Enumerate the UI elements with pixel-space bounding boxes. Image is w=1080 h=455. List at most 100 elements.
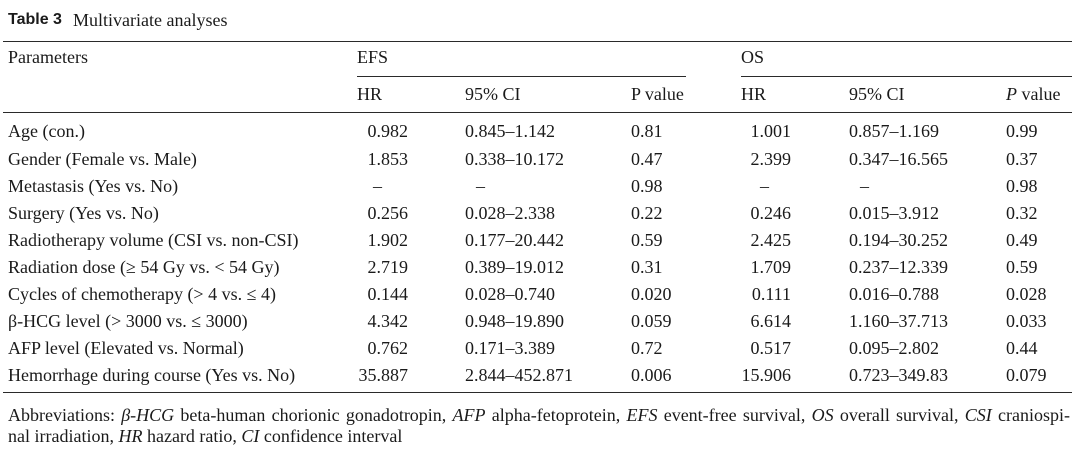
parameter-cell: AFP level (Elevated vs. Normal) [8,338,244,358]
efs-ci-cell: – [476,176,485,196]
os-ci-cell: 0.237–12.339 [849,257,948,277]
os-hr-cell: 15.906 [741,365,792,385]
table-row: β-HCG level (> 3000 vs. ≤ 3000) 4.342 0.… [0,310,1080,332]
efs-ci-cell: 0.338–10.172 [465,149,564,169]
parameters-header: Parameters [8,47,88,67]
table-row: Age (con.) 0.982 0.845–1.142 0.81 1.001 … [0,120,1080,142]
os-hr-cell: 0.517 [750,338,792,358]
os-p-cell: 0.079 [1006,365,1047,385]
efs-hr-cell: 2.719 [367,257,409,277]
table-row: Cycles of chemotherapy (> 4 vs. ≤ 4) 0.1… [0,283,1080,305]
efs-ci-cell: 0.028–0.740 [465,284,555,304]
efs-p-cell: 0.47 [631,149,663,169]
os-hr-cell: 0.111 [751,284,791,304]
efs-p-cell: 0.59 [631,230,663,250]
footnote-line-1: Abbreviations: β-HCG beta-human chorioni… [8,405,1070,426]
table-row: Metastasis (Yes vs. No) – – 0.98 – – 0.9… [0,175,1080,197]
table-row: Gender (Female vs. Male) 1.853 0.338–10.… [0,148,1080,170]
efs-ci-cell: 0.171–3.389 [465,338,555,358]
os-ci-cell: 0.016–0.788 [849,284,939,304]
efs-group-header: EFS [357,47,389,67]
os-p-symbol: P [1006,84,1017,104]
efs-p-cell: 0.22 [631,203,663,223]
os-group-rule [741,76,1072,77]
footnote-abbr: EFS [626,405,658,425]
footnote-label: Abbreviations: [8,405,115,425]
footnote-line-2: nal irradiation, HR hazard ratio, CI con… [8,426,1070,447]
efs-hr-cell: 0.256 [367,203,409,223]
os-hr-header: HR [741,84,767,104]
os-ci-cell: 0.347–16.565 [849,149,948,169]
efs-ci-cell: 0.389–19.012 [465,257,564,277]
efs-ci-cell: 0.028–2.338 [465,203,555,223]
footnote-continuation: nal irradiation, [8,426,114,446]
os-hr-cell: 1.001 [750,121,792,141]
os-p-cell: 0.59 [1006,257,1038,277]
footnote-definition: confidence interval [263,426,403,446]
os-ci-cell: 1.160–37.713 [849,311,948,331]
header-rule [3,112,1072,113]
efs-ci-cell: 2.844–452.871 [465,365,573,385]
footnote-abbr: HR [118,426,143,446]
os-ci-cell: 0.015–3.912 [849,203,939,223]
efs-p-value-header: P value [631,84,684,104]
os-p-cell: 0.028 [1006,284,1047,304]
os-p-label: value [1021,84,1061,104]
footnote-abbr: CI [241,426,260,446]
footnote-abbr: β-HCG [121,405,175,425]
footnote-abbr: AFP [452,405,486,425]
parameter-cell: Radiation dose (≥ 54 Gy vs. < 54 Gy) [8,257,280,277]
parameter-cell: β-HCG level (> 3000 vs. ≤ 3000) [8,311,248,331]
footnote-definition: beta-human chorionic gonadotropin, [180,405,447,425]
efs-p-cell: 0.98 [631,176,663,196]
os-p-value-header: P value [1006,83,1060,105]
efs-hr-cell: 4.342 [367,311,409,331]
parameter-cell: Radiotherapy volume (CSI vs. non-CSI) [8,230,299,250]
efs-ci-cell: 0.845–1.142 [465,121,555,141]
efs-hr-header: HR [357,84,383,104]
os-ci-header: 95% CI [849,84,905,104]
efs-p-cell: 0.020 [631,284,672,304]
os-ci-cell: – [860,176,869,196]
os-p-cell: 0.44 [1006,338,1038,358]
parameter-cell: Age (con.) [8,121,85,141]
footnote-definition: overall survival, [839,405,959,425]
efs-hr-cell: 1.853 [367,149,409,169]
os-ci-cell: 0.857–1.169 [849,121,939,141]
table-caption: Multivariate analyses [73,10,228,30]
os-ci-cell: 0.194–30.252 [849,230,948,250]
efs-p-cell: 0.059 [631,311,672,331]
top-rule [3,41,1072,42]
efs-hr-cell: 1.902 [367,230,409,250]
efs-p-cell: 0.81 [631,121,663,141]
os-hr-cell: 2.399 [750,149,792,169]
parameter-cell: Metastasis (Yes vs. No) [8,176,179,196]
footnote-abbr: CSI [964,405,992,425]
efs-p-cell: 0.006 [631,365,672,385]
efs-hr-cell: 0.144 [367,284,409,304]
table-row: Radiation dose (≥ 54 Gy vs. < 54 Gy) 2.7… [0,256,1080,278]
efs-p-cell: 0.72 [631,338,663,358]
table-row: Radiotherapy volume (CSI vs. non-CSI) 1.… [0,229,1080,251]
os-hr-cell: 0.246 [750,203,792,223]
footnote-abbr: OS [811,405,834,425]
os-p-cell: 0.99 [1006,121,1038,141]
efs-hr-cell: – [373,176,382,196]
efs-p-cell: 0.31 [631,257,663,277]
parameter-cell: Gender (Female vs. Male) [8,149,197,169]
footnote-definition: event-free survival, [663,405,806,425]
header-row-groups: Parameters EFS OS [0,46,1080,68]
os-p-cell: 0.98 [1006,176,1038,196]
parameter-cell: Hemorrhage during course (Yes vs. No) [8,365,296,385]
os-hr-cell: 1.709 [750,257,792,277]
efs-hr-cell: 0.762 [367,338,409,358]
os-p-cell: 0.32 [1006,203,1038,223]
header-row-columns: HR 95% CI P value HR 95% CI P value [0,83,1080,105]
table-row: Hemorrhage during course (Yes vs. No) 35… [0,364,1080,386]
os-p-cell: 0.37 [1006,149,1038,169]
efs-hr-cell: 35.887 [358,365,409,385]
os-ci-cell: 0.723–349.83 [849,365,948,385]
os-hr-cell: – [760,176,769,196]
table-row: Surgery (Yes vs. No) 0.256 0.028–2.338 0… [0,202,1080,224]
